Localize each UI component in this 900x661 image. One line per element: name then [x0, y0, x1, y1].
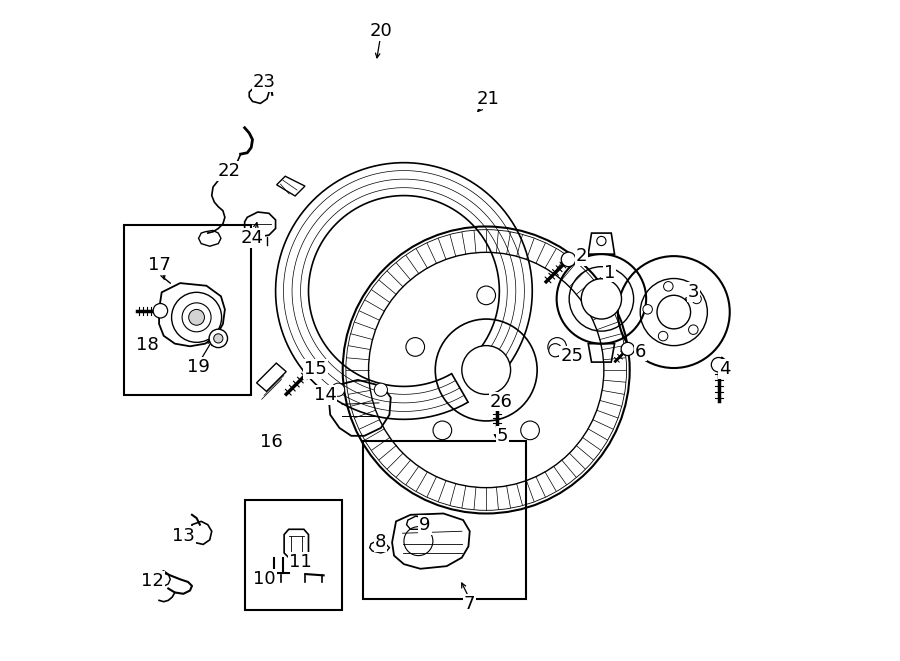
Text: 12: 12 — [141, 572, 164, 590]
Circle shape — [521, 421, 539, 440]
Circle shape — [692, 294, 701, 303]
Text: 6: 6 — [635, 342, 646, 360]
Text: 25: 25 — [561, 346, 583, 364]
Circle shape — [182, 303, 212, 332]
Text: 17: 17 — [148, 256, 170, 274]
Text: 19: 19 — [187, 358, 210, 375]
Text: 26: 26 — [490, 393, 513, 410]
Circle shape — [213, 334, 223, 343]
Circle shape — [548, 338, 566, 356]
Bar — [363, 441, 526, 599]
Circle shape — [657, 295, 690, 329]
Circle shape — [549, 344, 562, 357]
Text: 1: 1 — [604, 264, 615, 282]
Circle shape — [581, 279, 622, 319]
Circle shape — [331, 383, 345, 397]
Text: 16: 16 — [259, 434, 283, 451]
Text: 22: 22 — [218, 162, 241, 180]
Text: 10: 10 — [253, 570, 275, 588]
Circle shape — [189, 309, 204, 325]
Circle shape — [462, 346, 510, 395]
Bar — [124, 225, 250, 395]
Circle shape — [433, 421, 452, 440]
Circle shape — [658, 331, 668, 341]
Circle shape — [688, 325, 698, 334]
Circle shape — [643, 305, 652, 314]
Text: 9: 9 — [419, 516, 431, 534]
Circle shape — [153, 303, 167, 318]
Text: 8: 8 — [375, 533, 387, 551]
Circle shape — [303, 363, 318, 377]
Text: 24: 24 — [241, 229, 264, 247]
Text: 4: 4 — [719, 360, 731, 377]
Circle shape — [209, 329, 228, 348]
Circle shape — [562, 253, 576, 266]
Text: 23: 23 — [253, 73, 276, 91]
Text: 2: 2 — [576, 247, 588, 265]
Text: 18: 18 — [136, 336, 158, 354]
Text: 7: 7 — [464, 595, 475, 613]
Circle shape — [597, 237, 606, 246]
Circle shape — [491, 393, 505, 407]
Text: 15: 15 — [304, 360, 328, 377]
Circle shape — [477, 286, 496, 305]
Text: 11: 11 — [289, 553, 311, 571]
Text: 13: 13 — [172, 527, 195, 545]
Text: 14: 14 — [313, 386, 337, 404]
Circle shape — [406, 338, 425, 356]
Text: 5: 5 — [497, 427, 508, 445]
Circle shape — [663, 282, 673, 291]
Bar — [245, 500, 342, 610]
Circle shape — [621, 342, 634, 356]
Text: 20: 20 — [370, 22, 392, 40]
Text: 3: 3 — [688, 284, 699, 301]
Circle shape — [711, 358, 725, 372]
Text: 21: 21 — [477, 90, 500, 108]
Circle shape — [374, 383, 388, 397]
